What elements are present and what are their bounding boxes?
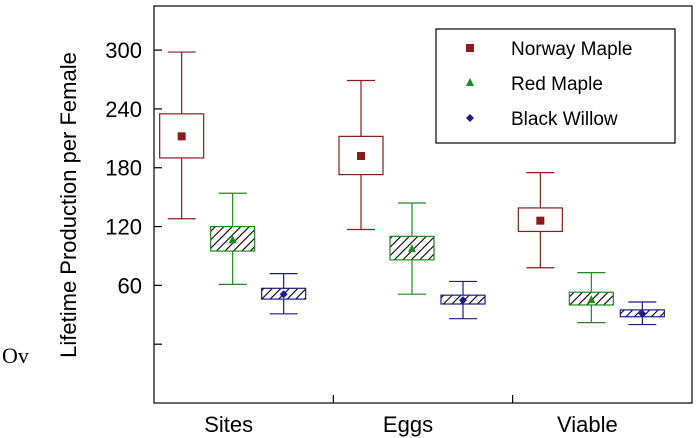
mean-marker-diamond	[279, 290, 288, 299]
x-tick-label: Eggs	[383, 412, 433, 437]
y-tick-label: 60	[118, 273, 142, 298]
mean-marker-diamond	[459, 296, 467, 305]
y-tick-label: 180	[105, 156, 142, 181]
box-norway-maple	[159, 51, 205, 220]
plot-frame	[153, 5, 693, 404]
legend-label: Black Willow	[511, 109, 618, 130]
y-tick-label: 240	[105, 97, 142, 122]
legend-label: Norway Maple	[511, 39, 632, 60]
legend-items: Norway Maple Red Maple Black Willow	[466, 39, 632, 130]
mean-marker-triangle	[466, 78, 474, 86]
box-black-willow	[261, 273, 307, 315]
box-body	[338, 135, 384, 176]
box-black-willow	[440, 280, 486, 320]
y-tick-label: 120	[105, 215, 142, 240]
box-red-maple	[210, 192, 256, 285]
mean-marker-triangle	[408, 244, 416, 253]
y-tick-label: 300	[105, 38, 142, 63]
mean-marker-triangle	[228, 235, 237, 244]
box-black-willow	[619, 301, 665, 326]
mean-marker-triangle	[587, 295, 596, 304]
legend: Norway Maple Red Maple Black Willow	[435, 28, 676, 144]
x-tick-label: Viable	[557, 412, 618, 437]
x-tick-label: Sites	[204, 412, 253, 437]
box-series	[159, 51, 665, 326]
y-axis-ticks: 60 120 180 240 300	[105, 38, 162, 345]
mean-marker-diamond	[466, 114, 474, 122]
mean-marker-square	[466, 44, 474, 52]
box-norway-maple	[517, 172, 563, 269]
mean-marker-diamond	[638, 309, 647, 318]
box-red-maple	[568, 272, 614, 324]
box-norway-maple	[338, 79, 384, 231]
box-red-maple	[389, 202, 435, 295]
y-axis-title: Lifetime Production per Female	[56, 52, 81, 358]
overlay-text: Ov	[2, 343, 29, 368]
mean-marker-square	[177, 132, 186, 141]
legend-label: Red Maple	[511, 74, 603, 95]
legend-box	[435, 28, 676, 144]
mean-marker-square	[357, 151, 365, 160]
mean-marker-square	[536, 216, 545, 225]
x-axis-ticks: Sites Eggs Viable	[204, 395, 618, 437]
